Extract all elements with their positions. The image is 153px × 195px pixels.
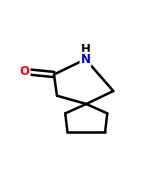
Text: H: H <box>81 43 90 56</box>
Text: O: O <box>20 65 30 78</box>
Text: N: N <box>80 53 91 66</box>
